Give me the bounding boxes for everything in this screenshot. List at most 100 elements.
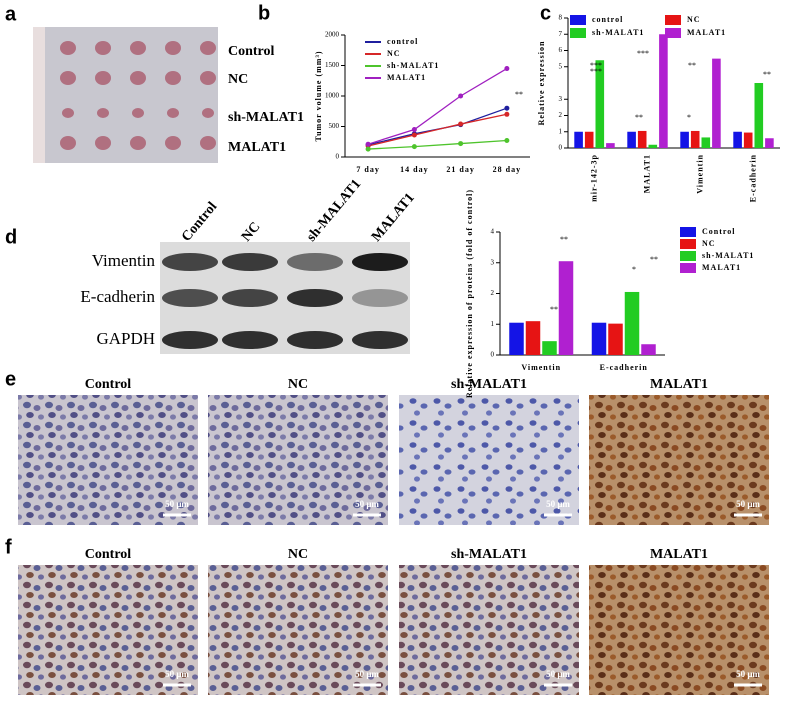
legend-label: MALAT1	[387, 73, 426, 82]
band	[222, 253, 278, 271]
legend-label: NC	[687, 15, 701, 24]
significance: **	[560, 235, 568, 244]
legend-label: Control	[702, 227, 736, 236]
significance: *	[632, 265, 636, 274]
group-label: Control	[228, 44, 275, 59]
y-tick-label: 1	[491, 320, 495, 328]
significance: **	[635, 113, 643, 122]
bar	[574, 131, 583, 148]
tumor	[165, 41, 181, 55]
line	[367, 107, 508, 146]
tumor	[62, 108, 74, 118]
y-axis-label: Relative expression	[537, 41, 546, 126]
point	[458, 141, 464, 147]
bar	[608, 323, 623, 355]
bar	[765, 138, 774, 148]
y-tick-label: 5	[559, 62, 563, 70]
tumor	[60, 41, 76, 55]
significance: **	[650, 255, 658, 264]
significance: **	[515, 90, 523, 99]
point	[411, 144, 417, 150]
bar	[509, 322, 524, 355]
y-tick-label: 0	[336, 153, 340, 161]
lane-label: sh-MALAT1	[304, 177, 364, 245]
band	[162, 253, 218, 271]
y-tick-label: 2	[491, 289, 495, 297]
y-tick-label: 3	[559, 95, 563, 103]
legend-label: MALAT1	[687, 28, 726, 37]
x-tick-label: 7 day	[356, 165, 379, 174]
panel-letter: e	[5, 368, 16, 390]
protein-label: Vimentin	[92, 251, 156, 270]
significance: ***	[637, 49, 649, 58]
x-tick-label: mir-142-3p	[589, 154, 598, 202]
tumor	[200, 71, 216, 85]
x-tick-label: 21 day	[446, 165, 474, 174]
legend-swatch	[570, 28, 586, 38]
point	[504, 105, 510, 111]
band	[162, 331, 218, 349]
panel-letter: a	[5, 3, 17, 25]
band	[222, 289, 278, 307]
band	[352, 331, 408, 349]
tumor	[60, 71, 76, 85]
line	[367, 113, 508, 147]
point	[504, 138, 510, 144]
legend-label: control	[592, 15, 623, 24]
lane-label: Control	[179, 199, 220, 244]
group-label: MALAT1	[228, 140, 286, 155]
x-tick-label: Vimentin	[521, 363, 561, 372]
scale-label: 50 μm	[355, 499, 379, 509]
tumor	[95, 136, 111, 150]
bar	[525, 321, 541, 355]
y-axis-label: Tumor volume (mm³)	[314, 50, 323, 141]
x-tick-label: E-cadherin	[748, 154, 757, 202]
point	[458, 121, 464, 127]
x-tick-label: 28 day	[493, 165, 521, 174]
point	[411, 132, 417, 138]
tumor	[130, 136, 146, 150]
bar	[743, 132, 753, 148]
band	[287, 289, 343, 307]
bar	[558, 261, 574, 355]
bar	[641, 344, 656, 355]
significance: ***	[590, 67, 602, 76]
significance: *	[687, 113, 691, 122]
scale-label: 50 μm	[546, 499, 570, 509]
y-tick-label: 1000	[325, 92, 340, 100]
legend-label: NC	[387, 49, 401, 58]
x-tick-label: Vimentin	[695, 154, 704, 194]
scale-label: 50 μm	[165, 499, 189, 509]
y-tick-label: 1500	[325, 61, 340, 69]
tumor	[202, 108, 214, 118]
tumor	[60, 136, 76, 150]
y-tick-label: 4	[491, 228, 495, 236]
band	[287, 253, 343, 271]
scale-label: 50 μm	[736, 499, 760, 509]
bar	[606, 143, 615, 148]
point	[504, 111, 510, 117]
scale-label: 50 μm	[546, 669, 570, 679]
image-title: Control	[85, 377, 132, 392]
tumor	[132, 108, 144, 118]
ihc-images	[18, 395, 769, 695]
point	[365, 146, 371, 152]
scale-label: 50 μm	[165, 669, 189, 679]
image-title: MALAT1	[650, 547, 708, 562]
legend-swatch	[680, 227, 696, 237]
legend-swatch	[665, 15, 681, 25]
point	[504, 66, 510, 72]
image-title: MALAT1	[650, 377, 708, 392]
panel-letter: d	[5, 226, 17, 248]
y-tick-label: 0	[559, 144, 563, 152]
lane-label: MALAT1	[369, 191, 418, 245]
tumor	[95, 71, 111, 85]
bar	[637, 130, 647, 148]
bar	[627, 131, 636, 148]
legend-label: control	[387, 37, 418, 46]
tumor	[200, 41, 216, 55]
image-title: Control	[85, 547, 132, 562]
band	[352, 289, 408, 307]
bar	[595, 60, 605, 148]
